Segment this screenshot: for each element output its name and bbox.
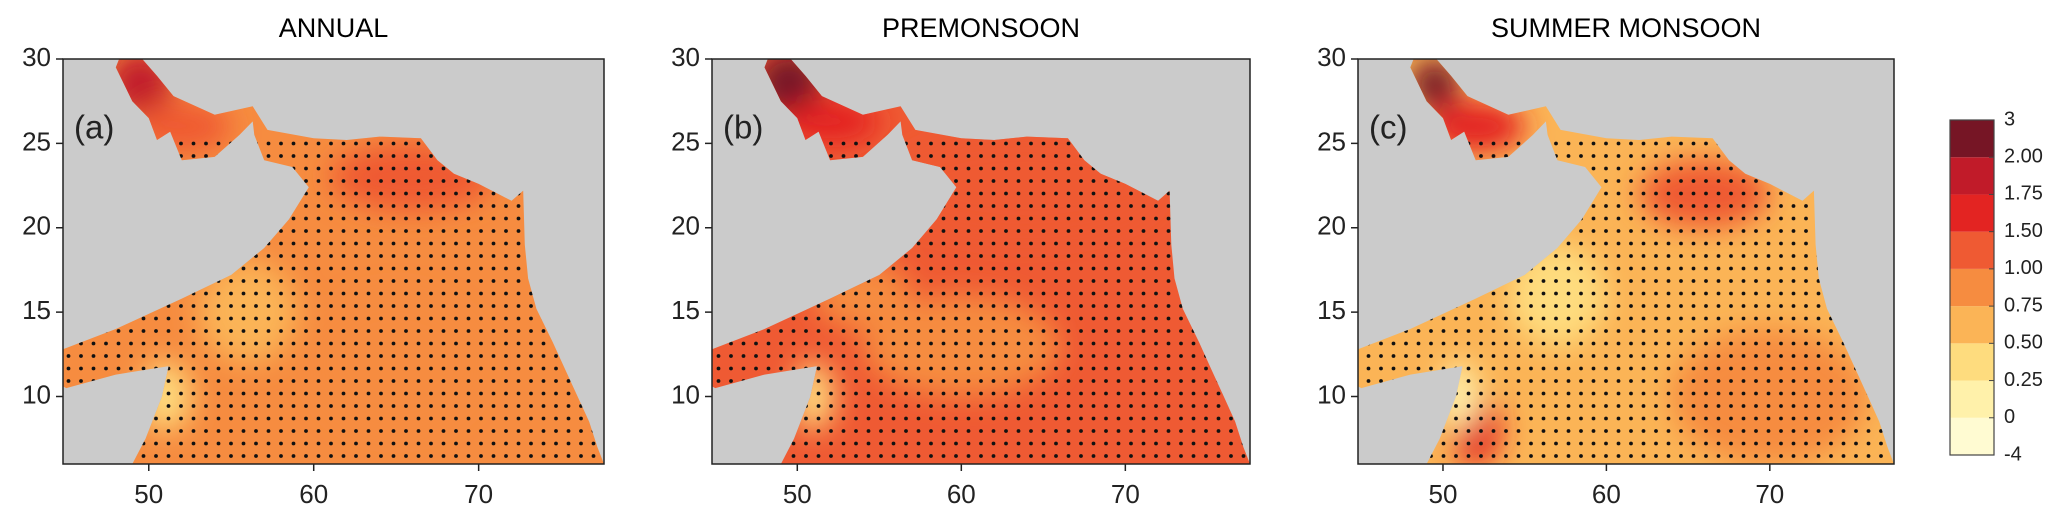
colorbar-segment: [1950, 343, 1994, 381]
map-panel: SUMMER MONSOON (c) 50 60 70 10 15 20 25 30: [1317, 13, 1895, 509]
colorbar-segment: [1950, 306, 1994, 344]
colorbar-segment: [1950, 157, 1994, 195]
colorbar-frame: [1949, 119, 1995, 456]
y-tick-label: 15: [1317, 295, 1346, 325]
panel-label: (b): [723, 109, 763, 146]
y-tick-label: 10: [671, 379, 700, 409]
y-tick-label: 15: [22, 295, 51, 325]
colorbar-segment: [1950, 268, 1994, 307]
panel-label: (c): [1369, 109, 1407, 146]
colorbar-label: 0.50: [2004, 332, 2043, 354]
x-tick-label: 70: [1111, 479, 1140, 509]
colorbar-label: 1.50: [2004, 220, 2043, 242]
y-tick-label: 25: [22, 126, 51, 156]
x-tick-label: 70: [1755, 479, 1784, 509]
x-tick-label: 70: [464, 479, 493, 509]
colorbar-segment: [1950, 120, 1994, 158]
panel-title: ANNUAL: [279, 13, 389, 43]
frame: [1357, 58, 1895, 465]
y-tick-label: 20: [671, 211, 700, 241]
colorbar-segment: [1950, 417, 1994, 455]
x-tick-label: 50: [1429, 479, 1458, 509]
colorbar-label: -4: [2004, 443, 2022, 465]
x-tick-label: 60: [1592, 479, 1621, 509]
map-panel: ANNUAL (a) 50 60 70 10 15 20 25 30: [22, 13, 605, 509]
x-tick-label: 50: [134, 479, 163, 509]
y-tick-label: 30: [671, 42, 700, 72]
colorbar-label: 2.00: [2004, 146, 2043, 168]
x-tick-label: 60: [947, 479, 976, 509]
colorbar-segment: [1950, 194, 1994, 232]
frame: [711, 58, 1251, 465]
colorbar-label: 1.75: [2004, 183, 2043, 205]
y-tick-label: 15: [671, 295, 700, 325]
colorbar-segment: [1950, 231, 1994, 269]
colorbar-label: 1.00: [2004, 257, 2043, 279]
colorbar-label: 0.25: [2004, 369, 2043, 391]
panel-label: (a): [74, 109, 114, 146]
x-tick-label: 50: [783, 479, 812, 509]
colorbar-label: 0.75: [2004, 294, 2043, 316]
y-tick-label: 30: [22, 42, 51, 72]
colorbar-label: 3: [2004, 108, 2015, 130]
x-tick-label: 60: [299, 479, 328, 509]
y-tick-label: 10: [22, 379, 51, 409]
colorbar-label: 0: [2004, 406, 2015, 428]
panel-title: SUMMER MONSOON: [1491, 13, 1761, 43]
frame: [62, 58, 605, 465]
y-tick-label: 20: [22, 211, 51, 241]
y-tick-label: 25: [1317, 126, 1346, 156]
y-tick-label: 20: [1317, 211, 1346, 241]
panel-title: PREMONSOON: [882, 13, 1080, 43]
colorbar-segment: [1950, 380, 1994, 418]
map-panel: PREMONSOON (b) 50 60 70 10 15 20 25 30: [671, 13, 1251, 509]
y-tick-label: 10: [1317, 379, 1346, 409]
y-tick-label: 25: [671, 126, 700, 156]
colorbar: -4 0 0.25 0.50 0.75 1.00 1.50 1.75 2.00 3: [1949, 108, 2043, 465]
y-tick-label: 30: [1317, 42, 1346, 72]
